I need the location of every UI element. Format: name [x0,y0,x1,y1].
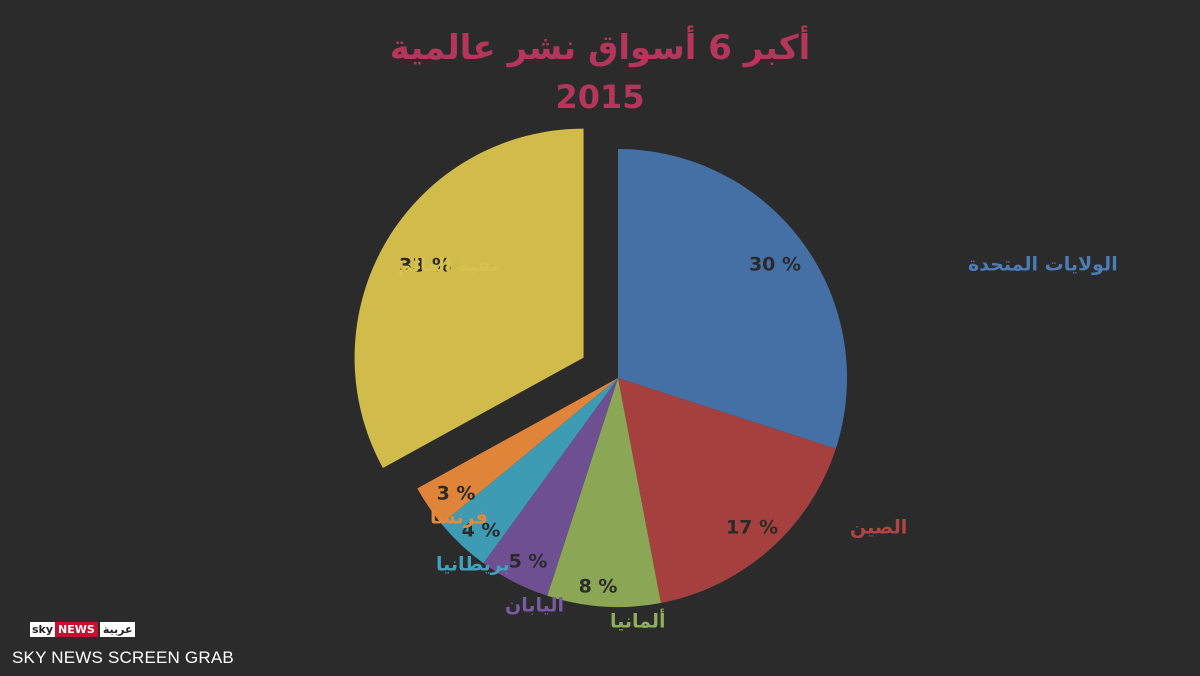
slice-label-group-1: الولايات المتحدة 30 % [749,254,1118,276]
logo-arabic-text: عربية [99,622,136,637]
slice-label-group-7: 33 %بقية العالم [398,255,498,277]
slice-label-group-5: 4 % بريطانيا [436,520,510,576]
slice-label-group-6: 3 %فرنسا [430,483,488,529]
slice-label-group-4: 5 % اليابان [505,551,564,617]
slice-category-label: اليابان [505,595,564,617]
slice-category-label: بقية العالم [398,255,498,277]
pie-slice-6 [417,378,618,524]
slice-value-label: 17 % [726,517,778,539]
sky-news-arabia-logo: sky NEWS عربية [30,622,136,637]
slice-category-label: ألمانيا [610,609,666,633]
slice-label-group-2: الصين 17 % [726,517,907,539]
pie-slice-3 [547,378,661,607]
pie-slice-4 [483,378,618,596]
slice-value-label: 30 % [749,254,801,276]
logo-sky-text: sky [30,622,56,637]
slice-value-label: 8 % [579,576,618,598]
pie-slice-1 [618,149,847,449]
chart-title: أكبر 6 أسواق نشر عالمية [389,28,811,68]
slice-value-label: 33 % [399,255,451,277]
pie-slice-7 [354,128,584,468]
pie-slice-2 [618,378,836,603]
screen-grab-credit: SKY NEWS SCREEN GRAB [12,648,234,667]
pie-slice-5 [441,378,618,564]
logo-news-text: NEWS [55,622,98,637]
slice-category-label: الولايات المتحدة [968,254,1118,276]
slice-category-label: بريطانيا [436,554,510,576]
slice-label-group-3: 8 % ألمانيا [579,576,666,633]
slice-category-label: فرنسا [430,507,488,529]
slice-category-label: الصين [850,517,907,539]
slice-value-label: 3 % [437,483,476,505]
slice-value-label: 5 % [509,551,548,573]
chart-subtitle: 2015 [555,78,645,116]
slice-value-label: 4 % [462,520,501,542]
